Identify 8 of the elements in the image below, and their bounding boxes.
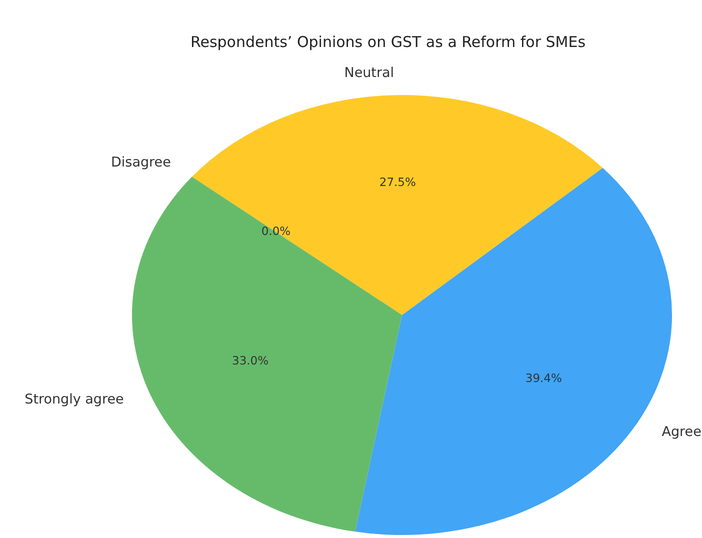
data-label: 33.0% xyxy=(232,353,269,368)
slice-label: Neutral xyxy=(344,64,394,81)
category-label: Disagree xyxy=(111,154,171,171)
slice-label: Agree xyxy=(662,424,702,440)
chart-title: Respondents’ Opinions on GST as a Reform for SMEs xyxy=(190,33,586,51)
data-label: 39.4% xyxy=(525,371,562,386)
data-label: 27.5% xyxy=(379,175,416,190)
slice-label: Strongly agree xyxy=(24,392,124,408)
